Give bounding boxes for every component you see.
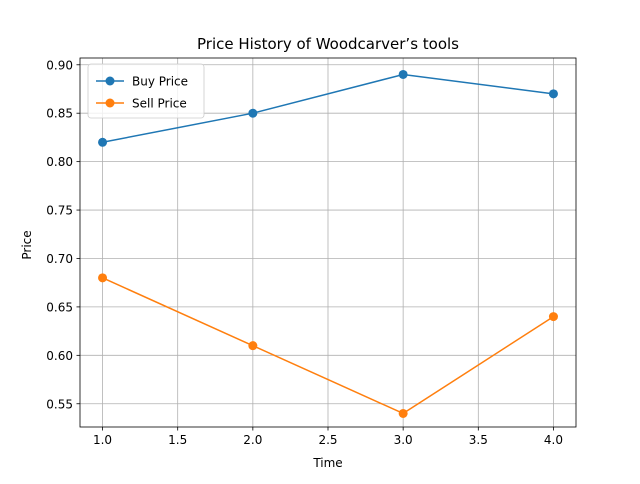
data-point	[248, 108, 258, 118]
series-line-2	[102, 277, 554, 415]
x-tick-label: 1.0	[93, 433, 112, 447]
grid	[80, 58, 576, 427]
y-tick-label: 0.85	[46, 107, 73, 121]
data-point	[98, 273, 108, 283]
y-tick-label: 0.90	[46, 58, 73, 72]
y-tick-label: 0.65	[46, 300, 73, 314]
data-point	[548, 89, 558, 99]
axes: 1.0 1.5 2.0 2.5 3.0 3.5 4.0 0.55 0.60 0.65 0.70 0.7…	[46, 57, 577, 447]
legend-marker	[105, 76, 115, 86]
legend-label: Buy Price	[132, 75, 188, 89]
data-point	[248, 341, 258, 351]
data-point	[398, 69, 408, 79]
chart-title: Price History of Woodcarver’s tools	[197, 35, 459, 53]
legend-marker	[105, 98, 115, 108]
x-tick-label: 3.5	[469, 433, 488, 447]
legend-label: Sell Price	[132, 97, 187, 111]
x-tick-label: 2.0	[243, 433, 262, 447]
y-tick-label: 0.55	[46, 397, 73, 411]
series-line-1	[102, 73, 554, 143]
plot-frame	[79, 57, 577, 428]
legend-box	[87, 63, 205, 119]
series-layer	[98, 69, 558, 418]
x-tick-label: 4.0	[544, 433, 563, 447]
x-axis-label: Time	[312, 456, 342, 470]
y-axis-label: Price	[20, 230, 34, 259]
data-point	[98, 137, 108, 147]
x-tick-label: 1.5	[168, 433, 187, 447]
data-point	[548, 312, 558, 322]
y-tick-label: 0.60	[46, 349, 73, 363]
x-tick-label: 2.5	[318, 433, 337, 447]
legend: Buy Price Sell Price	[87, 63, 205, 119]
y-tick-label: 0.70	[46, 252, 73, 266]
x-tick-label: 3.0	[394, 433, 413, 447]
y-tick-label: 0.80	[46, 155, 73, 169]
data-point	[398, 408, 408, 418]
y-tick-label: 0.75	[46, 204, 73, 218]
